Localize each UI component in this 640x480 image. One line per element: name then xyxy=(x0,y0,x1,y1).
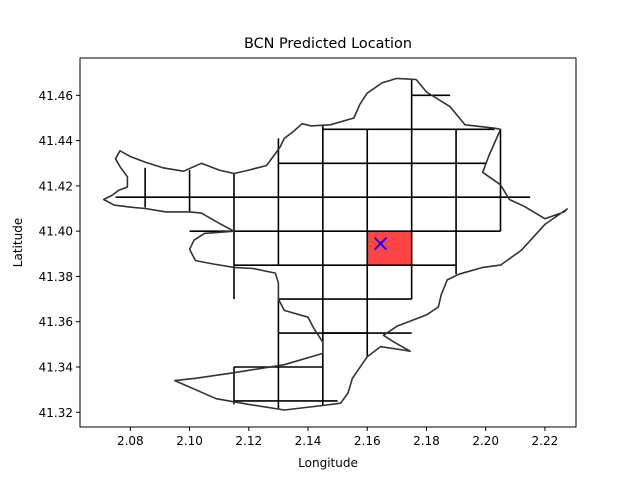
y-tick-label: 41.34 xyxy=(39,361,73,375)
x-tick-label: 2.14 xyxy=(295,434,322,448)
y-tick-label: 41.40 xyxy=(39,225,73,239)
y-axis-label: Latitude xyxy=(11,218,25,267)
y-tick-label: 41.32 xyxy=(39,406,73,420)
x-tick-label: 2.08 xyxy=(117,434,144,448)
x-tick-label: 2.12 xyxy=(235,434,262,448)
city-boundary xyxy=(102,77,568,411)
y-tick-label: 41.38 xyxy=(39,270,73,284)
y-tick-label: 41.36 xyxy=(39,315,73,329)
predicted-location-marker xyxy=(373,236,388,251)
marker-stroke-2 xyxy=(373,236,388,251)
x-tick-label: 2.22 xyxy=(532,434,559,448)
x-axis-label: Longitude xyxy=(298,456,358,470)
y-tick-label: 41.44 xyxy=(39,134,73,148)
x-tick-label: 2.16 xyxy=(354,434,381,448)
x-ticks: 2.08 2.10 2.12 2.14 2.16 2.18 2.20 2.22 xyxy=(117,427,558,448)
chart-title: BCN Predicted Location xyxy=(244,36,412,52)
x-tick-label: 2.10 xyxy=(176,434,203,448)
x-tick-label: 2.18 xyxy=(413,434,440,448)
marks-layer xyxy=(102,77,568,411)
y-tick-label: 41.46 xyxy=(39,89,73,103)
y-ticks: 41.32 41.34 41.36 41.38 41.40 41.42 41.44 41.46 xyxy=(39,89,80,420)
highlighted-cell xyxy=(367,231,412,266)
x-tick-label: 2.20 xyxy=(472,434,499,448)
plot-frame xyxy=(79,57,577,428)
y-tick-label: 41.42 xyxy=(39,179,73,193)
